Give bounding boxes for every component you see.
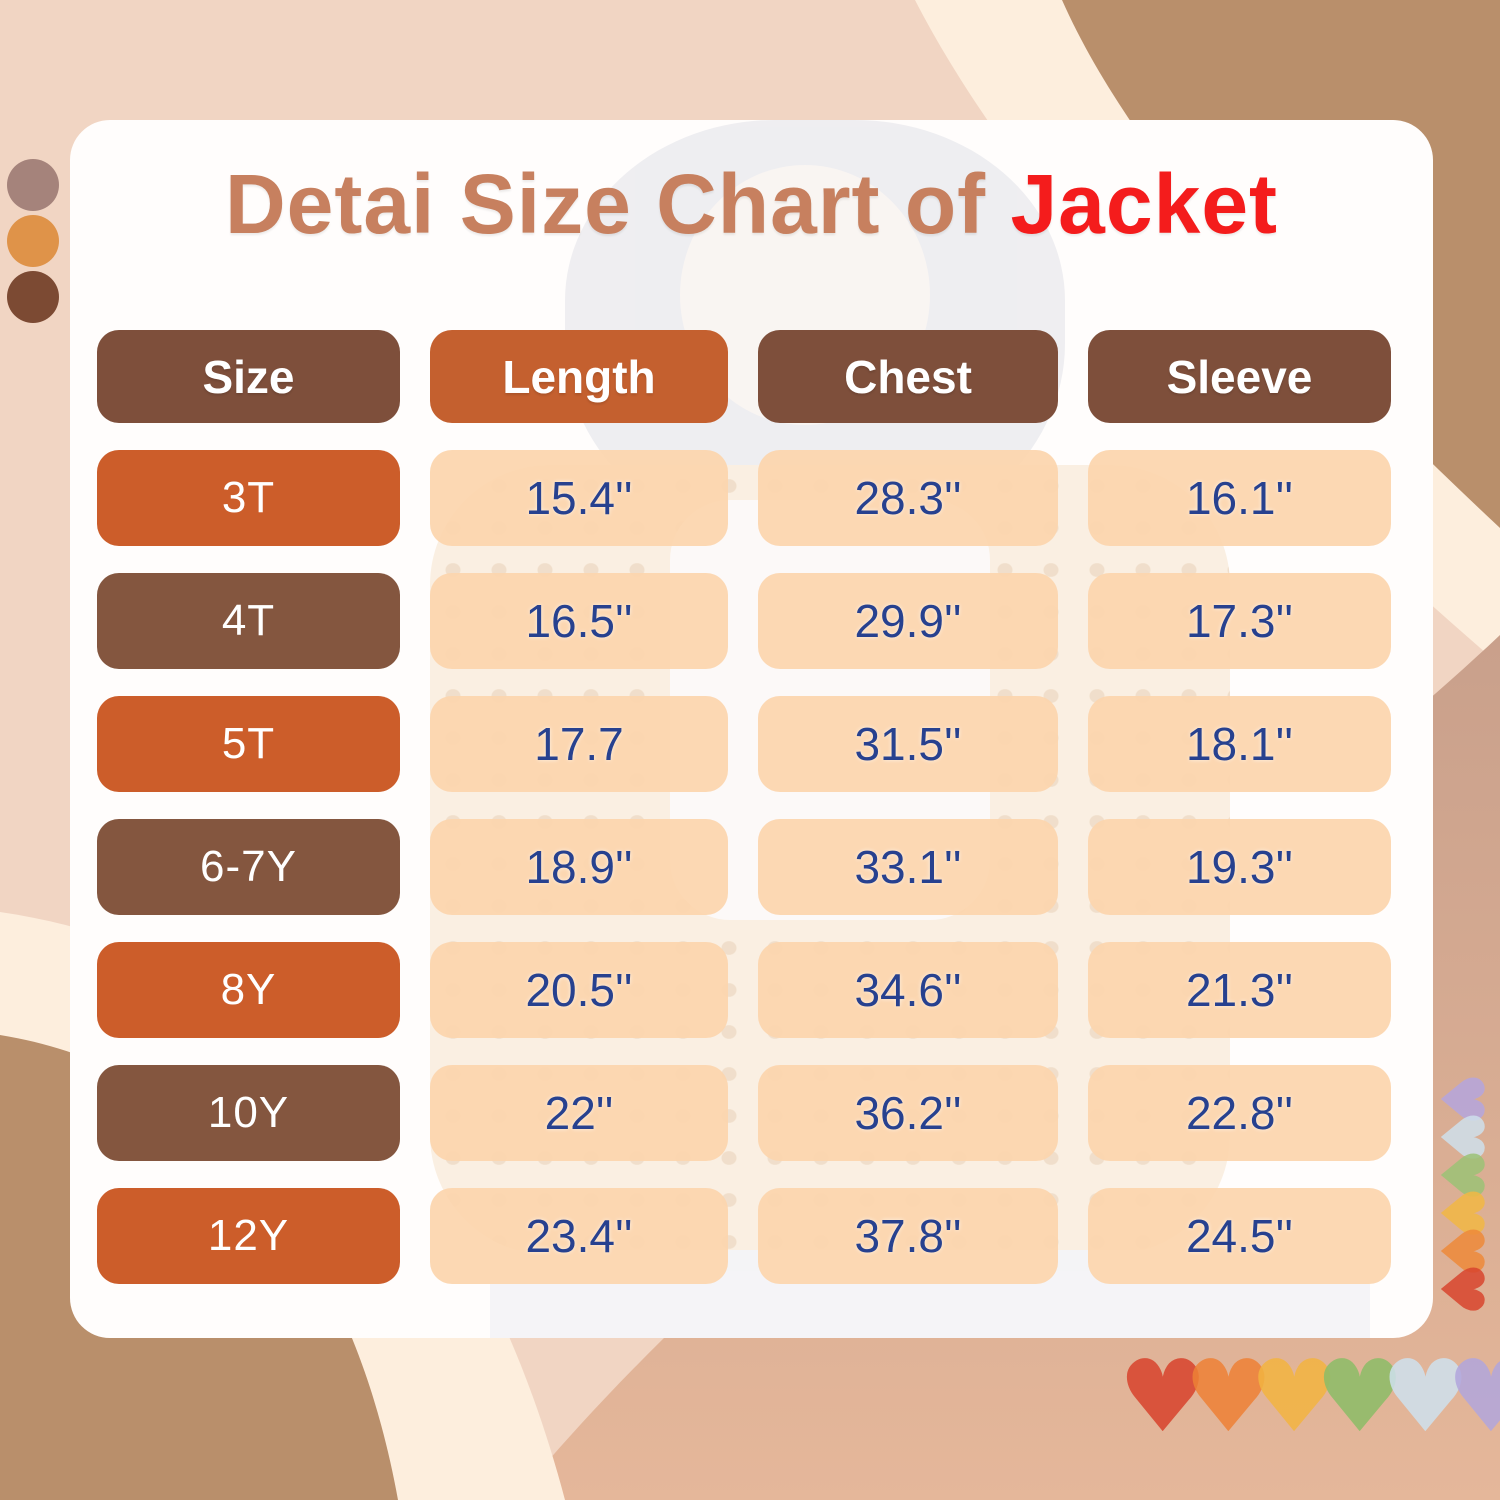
chest-cell: 31.5'' [758,696,1058,792]
length-cell: 15.4'' [430,450,728,546]
length-cell: 18.9'' [430,819,728,915]
heart-icon: ♥ [1314,1338,1405,1455]
column-header-size: Size [97,330,400,423]
sleeve-cell: 19.3'' [1088,819,1391,915]
heart-icon: ♥ [1183,1338,1274,1455]
sleeve-cell: 21.3'' [1088,942,1391,1038]
length-cell: 17.7 [430,696,728,792]
sleeve-cell: 18.1'' [1088,696,1391,792]
size-cell: 12Y [97,1188,400,1284]
palette-dots [7,159,59,323]
size-table: Size Length Chest Sleeve 3T 15.4'' 28.3'' 16.1'… [97,330,1391,1284]
size-cell: 6-7Y [97,819,400,915]
chest-cell: 28.3'' [758,450,1058,546]
heart-icon: ♥ [1446,1338,1500,1455]
chest-cell: 34.6'' [758,942,1058,1038]
length-cell: 22'' [430,1065,728,1161]
sleeve-cell: 17.3'' [1088,573,1391,669]
sleeve-cell: 22.8'' [1088,1065,1391,1161]
chart-card: Detai Size Chart of Jacket Size Length Che… [70,120,1433,1338]
heart-icon: ♥ [1425,1262,1496,1316]
size-cell: 5T [97,696,400,792]
sleeve-cell: 16.1'' [1088,450,1391,546]
chest-cell: 36.2'' [758,1065,1058,1161]
length-cell: 16.5'' [430,573,728,669]
sleeve-cell: 24.5'' [1088,1188,1391,1284]
column-header-length: Length [430,330,728,423]
column-header-chest: Chest [758,330,1058,423]
size-cell: 3T [97,450,400,546]
heart-icon: ♥ [1249,1338,1339,1455]
chest-cell: 33.1'' [758,819,1058,915]
chest-cell: 29.9'' [758,573,1058,669]
chest-cell: 37.8'' [758,1188,1058,1284]
column-header-sleeve: Sleeve [1088,330,1391,423]
size-cell: 10Y [97,1065,400,1161]
page-title-main: Detai Size Chart of [224,157,987,251]
length-cell: 23.4'' [430,1188,728,1284]
hearts-side-decoration: ♥ ♥ ♥ ♥ ♥ ♥ [1426,1072,1496,1316]
hearts-bottom-decoration: ♥ ♥ ♥ ♥ ♥ ♥ [1118,1342,1500,1452]
page-title: Detai Size Chart of Jacket [70,156,1433,253]
palette-dot [7,271,59,323]
palette-dot [7,159,59,211]
heart-icon: ♥ [1380,1338,1471,1455]
size-cell: 4T [97,573,400,669]
heart-icon: ♥ [1118,1338,1208,1455]
palette-dot [7,215,59,267]
page-title-highlight: Jacket [1010,157,1279,251]
length-cell: 20.5'' [430,942,728,1038]
size-cell: 8Y [97,942,400,1038]
